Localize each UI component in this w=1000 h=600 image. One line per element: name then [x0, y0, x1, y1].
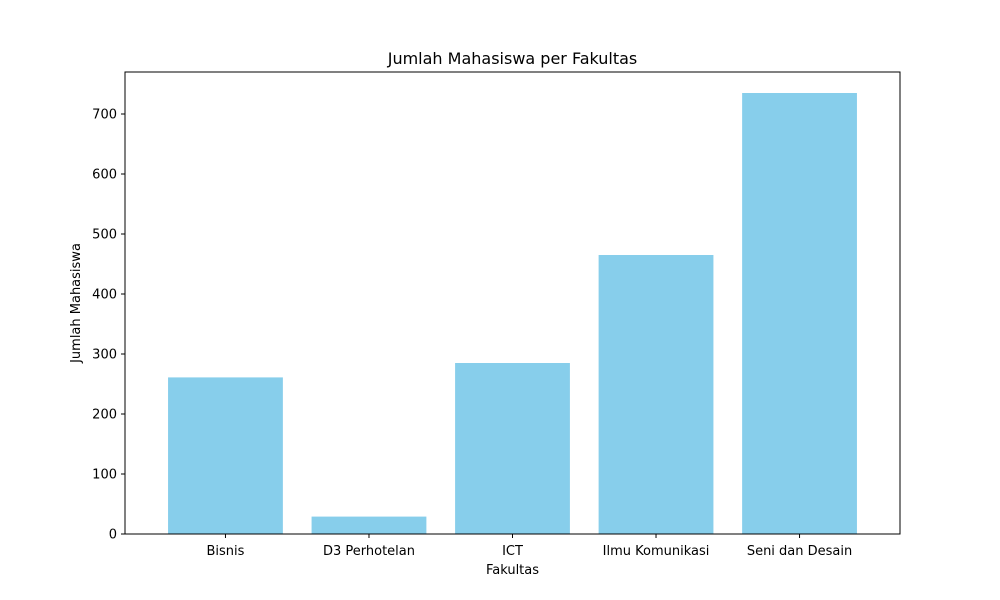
x-axis-label: Fakultas	[486, 563, 539, 578]
plot-frame	[124, 71, 901, 535]
y-tick-label: 100	[92, 468, 117, 483]
bar-d3-perhotelan	[311, 516, 427, 534]
y-tick-label: 0	[109, 528, 117, 543]
chart-title: Jumlah Mahasiswa per Fakultas	[387, 49, 638, 68]
bar-seni-dan-desain	[742, 93, 857, 534]
bar-ict	[455, 363, 570, 534]
bar-ilmu-komunikasi	[598, 255, 714, 534]
y-tick-label: 200	[92, 408, 117, 423]
y-tick-label: 300	[92, 348, 117, 363]
y-tick-label: 500	[92, 228, 117, 243]
x-tick-label: Seni dan Desain	[747, 544, 852, 559]
x-tick-label: Bisnis	[206, 544, 244, 559]
bar-bisnis	[168, 377, 283, 534]
bars-group	[168, 93, 857, 534]
x-tick-label: ICT	[502, 544, 523, 559]
y-tick-label: 600	[92, 168, 117, 183]
x-axis: Bisnis D3 Perhotelan ICT Ilmu Komunikasi Sen…	[206, 534, 852, 559]
x-tick-label: Ilmu Komunikasi	[603, 544, 710, 559]
y-axis-label: Jumlah Mahasiswa	[69, 243, 84, 364]
y-tick-label: 700	[92, 108, 117, 123]
x-tick-label: D3 Perhotelan	[323, 544, 415, 559]
y-tick-label: 400	[92, 288, 117, 303]
y-axis: 0 100 200 300 400 500 600 700	[92, 108, 125, 543]
